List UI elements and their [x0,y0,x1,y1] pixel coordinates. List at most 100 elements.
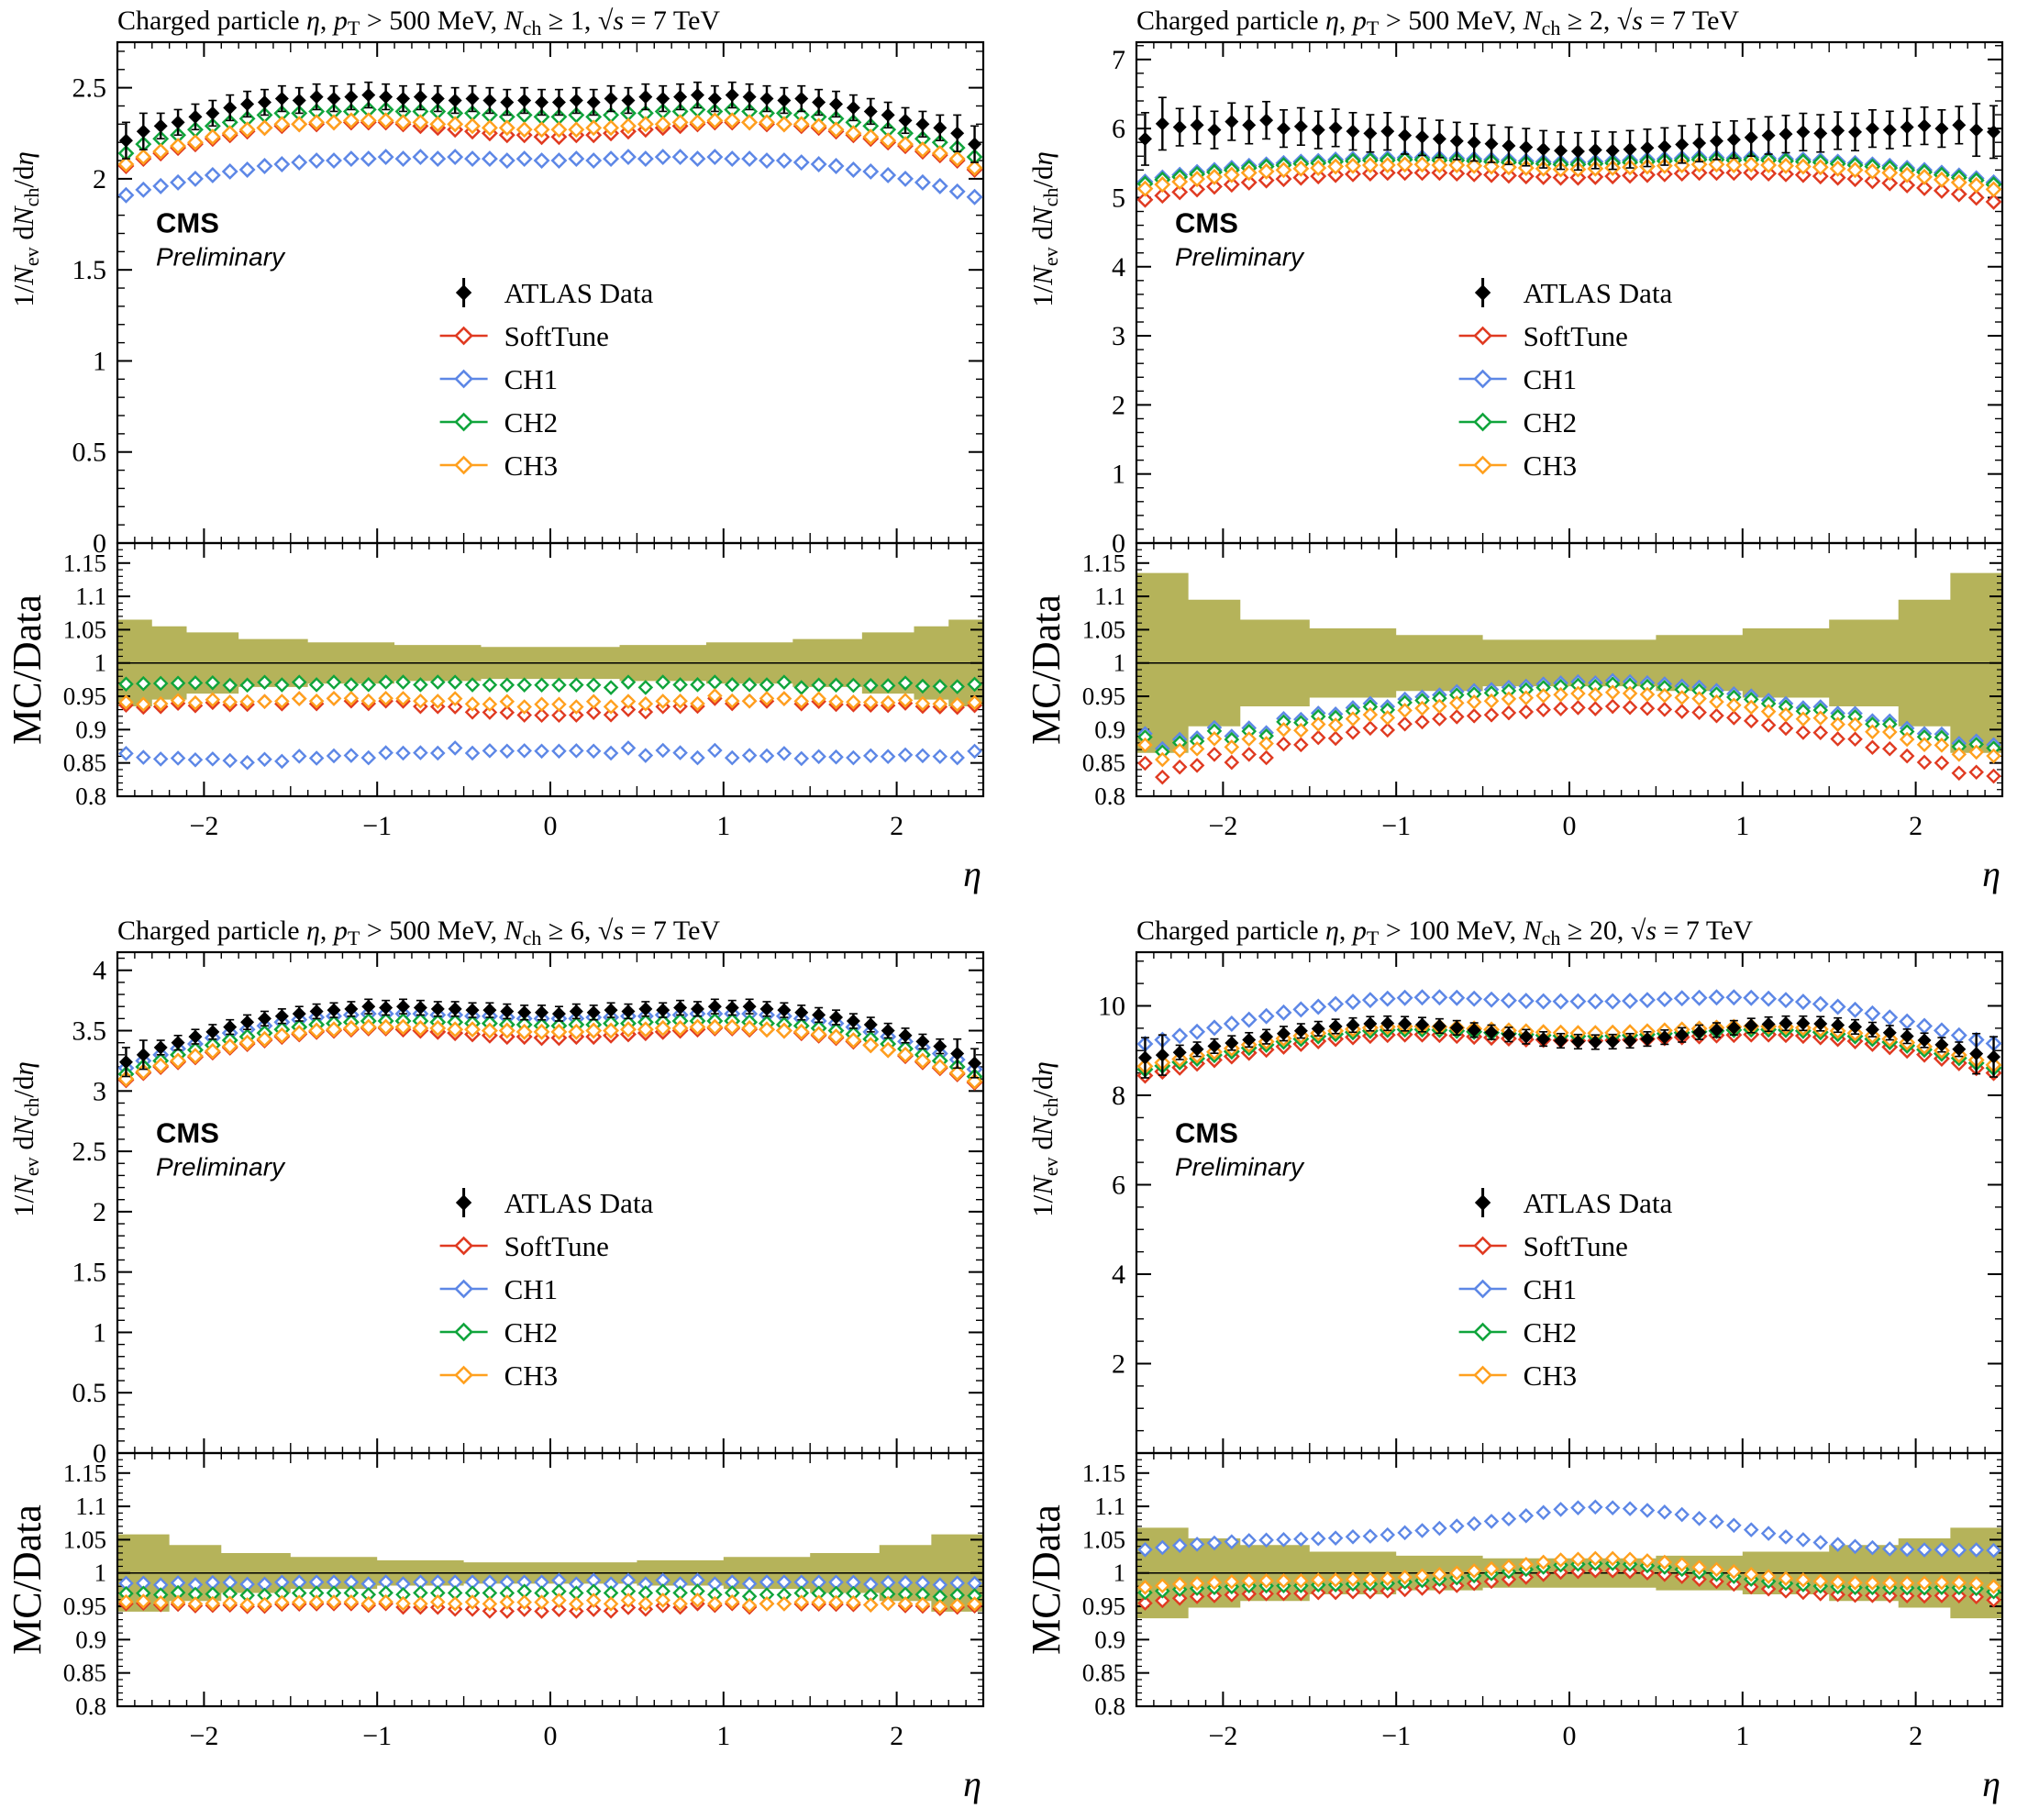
x-tick-label: 0 [544,1721,558,1751]
ratio-tick-label: 0.9 [75,1626,106,1653]
x-tick-label: 2 [1909,1721,1923,1751]
main-series [1136,96,2002,210]
series-ch3-main [1136,156,2002,198]
panel-pt500-nch6: Charged particle η, pT > 500 MeV, Nch ≥ … [5,916,985,1804]
axes-ticks: 2 4 6 8 10 0.8 0.85 0.9 0.95 1 1.05 1.1 1.15 [1082,952,2003,1720]
x-tick-label: −1 [1381,811,1411,841]
y-tick-label: 0.5 [72,438,107,468]
legend-entry-softtune: SoftTune [439,320,609,352]
x-tick-labels: −2 −1 0 1 2 [189,811,903,841]
x-tick-label: 0 [1563,1721,1577,1751]
legend-label: ATLAS Data [504,277,654,309]
legend-label: ATLAS Data [1524,1187,1673,1219]
preliminary-label: Preliminary [1175,242,1305,271]
legend: ATLAS Data SoftTune CH1 CH2 CH3 [1458,277,1673,482]
x-tick-label: −2 [1208,811,1237,841]
ratio-tick-label: 0.9 [1094,1626,1125,1653]
ratio-tick-label: 1 [94,1559,107,1587]
ratio-series [1137,1499,2001,1611]
eta-axis-label: η [963,1763,981,1804]
legend-label: CH1 [504,1273,559,1305]
ratio-tick-label: 1.15 [63,549,106,577]
panel-title: Charged particle η, pT > 500 MeV, Nch ≥ … [117,6,720,39]
ratio-tick-label: 1.1 [1094,1493,1125,1520]
ratio-tick-label: 0.95 [63,1592,106,1620]
series-ch3-ratio [1137,684,2001,768]
main-series [1136,989,2002,1084]
legend-entry-data: ATLAS Data [1474,277,1673,309]
ratio-tick-label: 0.85 [63,1659,106,1687]
x-tick-label: 1 [716,1721,730,1751]
preliminary-label: Preliminary [1175,1152,1305,1181]
legend-label: CH2 [504,1316,559,1348]
y-tick-label: 1.5 [72,1258,107,1288]
y-tick-label: 2.5 [72,73,107,104]
x-tick-label: −1 [1381,1721,1411,1751]
ratio-tick-label: 1.1 [75,1493,106,1520]
panel-pt100-nch20: Charged particle η, pT > 100 MeV, Nch ≥ … [1024,916,2004,1804]
main-series [117,998,983,1092]
ratio-tick-label: 0.85 [1082,749,1125,777]
ratio-tick-label: 1 [94,649,107,677]
x-tick-label: −2 [189,811,218,841]
y-tick-label: 2 [1112,390,1125,420]
ratio-tick-label: 0.9 [1094,716,1125,743]
ratio-tick-label: 1.05 [63,616,106,643]
y-tick-label: 7 [1112,45,1125,75]
ratio-series [118,674,982,771]
panel-title: Charged particle η, pT > 100 MeV, Nch ≥ … [1136,916,1753,949]
ratio-tick-label: 1.1 [75,583,106,610]
y-tick-label: 6 [1112,114,1125,144]
legend-entry-data: ATLAS Data [1474,1187,1673,1219]
ratio-tick-label: 0.95 [63,682,106,710]
y-axis-label: 1/Nev dNch/dη [7,151,43,307]
series-ch1-ratio [118,740,982,771]
x-tick-label: 0 [1563,811,1577,841]
x-tick-label: 2 [890,811,903,841]
legend-label: CH3 [504,449,559,482]
legend-entry-softtune: SoftTune [1458,1230,1628,1262]
legend-entry-ch3: CH3 [1458,449,1577,482]
y-tick-label: 0.5 [72,1378,107,1408]
y-tick-label: 10 [1098,992,1125,1022]
ratio-axis-label: MC/Data [5,1504,50,1655]
preliminary-label: Preliminary [156,242,286,271]
ratio-tick-label: 0.95 [1082,682,1125,710]
x-tick-label: 1 [716,811,730,841]
legend-label: SoftTune [1524,320,1628,352]
x-tick-label: −1 [362,1721,392,1751]
x-tick-label: −2 [189,1721,218,1751]
y-tick-label: 2 [93,1197,106,1227]
y-axis-label: 1/Nev dNch/dη [1026,1061,1062,1217]
ratio-tick-label: 0.8 [1094,1692,1125,1720]
cms-label: CMS [1175,1116,1238,1149]
x-tick-label: 2 [1909,811,1923,841]
ratio-axis-label: MC/Data [1024,594,1069,745]
cms-label: CMS [1175,206,1238,239]
ratio-tick-label: 1.05 [63,1526,106,1553]
ratio-tick-label: 0.8 [1094,782,1125,810]
legend-entry-ch2: CH2 [439,1316,559,1348]
y-axis-label: 1/Nev dNch/dη [7,1061,43,1217]
eta-axis-label: η [1982,1763,2000,1804]
series-ch3-ratio [118,1592,982,1615]
legend-label: CH2 [1524,1316,1578,1348]
ratio-tick-label: 0.8 [75,782,106,810]
preliminary-label: Preliminary [156,1152,286,1181]
y-tick-label: 2.5 [72,1137,107,1167]
ratio-tick-label: 0.9 [75,716,106,743]
legend-label: SoftTune [504,1230,609,1262]
series-ch2-main [117,101,983,166]
legend-entry-data: ATLAS Data [455,277,654,309]
axes-ticks: 0 0.5 1 1.5 2 2.5 0.8 0.85 0.9 0.95 1 1.05 1.1 1.15 [63,42,984,810]
ratio-axis-label: MC/Data [1024,1504,1069,1655]
legend: ATLAS Data SoftTune CH1 CH2 CH3 [439,277,654,482]
atlas-data-series [118,81,982,163]
legend-entry-ch2: CH2 [439,406,558,438]
y-tick-label: 4 [1112,1260,1125,1290]
legend-entry-ch2: CH2 [1458,406,1577,438]
y-tick-label: 1 [93,346,106,376]
series-softtune-ratio [1137,698,2001,785]
y-tick-label: 1 [93,1317,106,1348]
ratio-tick-label: 1.05 [1082,616,1125,643]
